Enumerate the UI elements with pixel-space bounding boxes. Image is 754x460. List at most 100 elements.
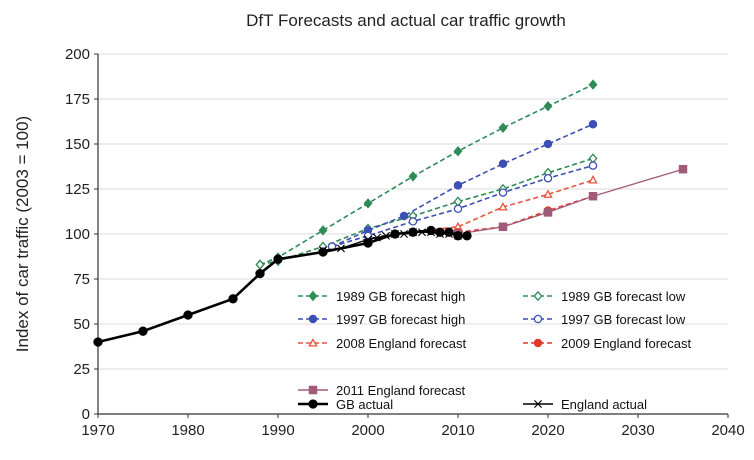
1997-gb-forecast-low-point <box>408 217 418 226</box>
gb-actual-point <box>93 337 103 347</box>
legend-item-1997-gb-forecast-low: 1997 GB forecast low <box>523 312 686 327</box>
gb-actual-point <box>318 247 328 257</box>
2008-england-forecast-point <box>588 175 598 184</box>
y-tick-label: 75 <box>73 271 90 288</box>
1989-gb-forecast-high-point <box>588 79 598 90</box>
gb-actual-point <box>255 268 265 279</box>
1997-gb-forecast-low-point <box>498 188 508 197</box>
gb-actual-point <box>228 294 238 304</box>
gb-actual-series <box>93 225 472 347</box>
tick-labels: 0 25 50 75 100 125 150 175 200 1970 1980 1990 2000 20… <box>65 46 745 439</box>
legend-swatch-marker <box>533 314 543 324</box>
legend-swatch-marker <box>533 338 543 348</box>
legend-item-1989-gb-forecast-high: 1989 GB forecast high <box>298 289 465 304</box>
x-tick-label: 2010 <box>441 422 474 439</box>
1997-gb-forecast-high-series <box>327 119 598 251</box>
legend-label: 2008 England forecast <box>336 336 466 351</box>
legend-label: 1989 GB forecast low <box>561 289 686 304</box>
gb-actual-point <box>453 231 463 241</box>
1989-gb-forecast-low-point <box>588 153 598 164</box>
2011-england-forecast-line <box>457 168 684 235</box>
series-layer <box>93 79 688 347</box>
x-tick-label: 1980 <box>171 422 204 439</box>
legend-item-2008-england-forecast: 2008 England forecast <box>298 336 466 351</box>
2011-england-forecast-point <box>588 191 598 201</box>
legend-swatch-marker <box>308 399 318 409</box>
1997-gb-forecast-high-point <box>588 119 598 129</box>
gb-actual-point <box>444 227 454 237</box>
legend-label: 1997 GB forecast high <box>336 312 465 327</box>
1989-gb-forecast-low-point <box>255 259 265 270</box>
y-tick-label: 200 <box>65 46 90 63</box>
legend-swatch-marker <box>308 290 318 302</box>
1989-gb-forecast-high-point <box>498 122 508 133</box>
legend-label: 2009 England forecast <box>561 336 691 351</box>
legend-swatch-marker <box>308 314 318 324</box>
gb-actual-point <box>462 231 472 241</box>
axes <box>94 53 729 418</box>
legend: 1989 GB forecast high 1989 GB forecast lo… <box>298 289 691 412</box>
1989-gb-forecast-high-point <box>363 198 373 209</box>
legend-label: 2011 England forecast <box>336 383 466 398</box>
x-tick-label: 1990 <box>261 422 294 439</box>
y-tick-label: 25 <box>73 361 90 378</box>
gridlines <box>98 53 728 370</box>
x-tick-label: 2040 <box>711 422 744 439</box>
legend-label: 1989 GB forecast high <box>336 289 465 304</box>
legend-swatch-marker <box>533 400 543 408</box>
1997-gb-forecast-low-point <box>543 173 553 183</box>
1989-gb-forecast-high-point <box>318 225 328 236</box>
legend-item-gb-actual: GB actual <box>298 397 393 412</box>
y-tick-label: 100 <box>65 226 90 243</box>
2011-england-forecast-point <box>498 222 508 232</box>
1989-gb-forecast-high-point <box>408 171 418 182</box>
legend-item-2011-england-forecast: 2011 England forecast <box>298 383 466 398</box>
1989-gb-forecast-low-line <box>259 157 594 266</box>
y-tick-label: 50 <box>73 316 90 333</box>
y-tick-label: 0 <box>82 406 90 423</box>
2008-england-forecast-point <box>543 189 553 198</box>
gb-actual-point <box>138 326 148 336</box>
legend-swatch-marker <box>308 385 318 395</box>
1997-gb-forecast-low-point <box>588 161 598 170</box>
x-tick-label: 2000 <box>351 422 384 439</box>
1989-gb-forecast-low-point <box>453 196 463 207</box>
legend-label: England actual <box>561 397 647 412</box>
gb-actual-point <box>408 227 418 237</box>
legend-label: GB actual <box>336 397 393 412</box>
x-tick-label: 2020 <box>531 422 564 439</box>
2009-england-forecast-line <box>457 195 594 233</box>
gb-actual-point <box>390 229 400 239</box>
1989-gb-forecast-high-point <box>453 146 463 157</box>
legend-swatch-marker <box>533 290 543 302</box>
gb-actual-point <box>435 227 445 237</box>
legend-label: 1997 GB forecast low <box>561 312 686 327</box>
2011-england-forecast-point <box>543 208 553 217</box>
2009-england-forecast-series <box>453 191 598 237</box>
x-tick-label: 1970 <box>81 422 114 439</box>
gb-actual-point <box>363 238 373 248</box>
legend-item-1989-gb-forecast-low: 1989 GB forecast low <box>523 289 686 304</box>
1997-gb-forecast-high-point <box>498 159 508 169</box>
gb-actual-point <box>183 310 193 320</box>
1997-gb-forecast-high-point <box>453 181 463 190</box>
2008-england-forecast-point <box>498 202 508 211</box>
2011-england-forecast-point <box>678 164 688 174</box>
gb-actual-point <box>426 225 436 236</box>
gb-actual-point <box>273 254 283 264</box>
x-tick-label: 2030 <box>621 422 654 439</box>
legend-item-1997-gb-forecast-high: 1997 GB forecast high <box>298 312 465 327</box>
1997-gb-forecast-high-point <box>543 139 553 149</box>
legend-item-england-actual: England actual <box>523 397 647 412</box>
1997-gb-forecast-high-point <box>399 211 409 221</box>
y-tick-label: 175 <box>65 91 90 108</box>
legend-item-2009-england-forecast: 2009 England forecast <box>523 336 691 351</box>
2011-england-forecast-series <box>453 164 688 239</box>
y-tick-label: 125 <box>65 181 90 198</box>
y-tick-label: 150 <box>65 136 90 153</box>
1989-gb-forecast-high-point <box>543 101 553 112</box>
chart-title: DfT Forecasts and actual car traffic gro… <box>246 11 566 30</box>
1997-gb-forecast-low-point <box>453 204 463 214</box>
legend-swatch-marker <box>308 338 318 347</box>
